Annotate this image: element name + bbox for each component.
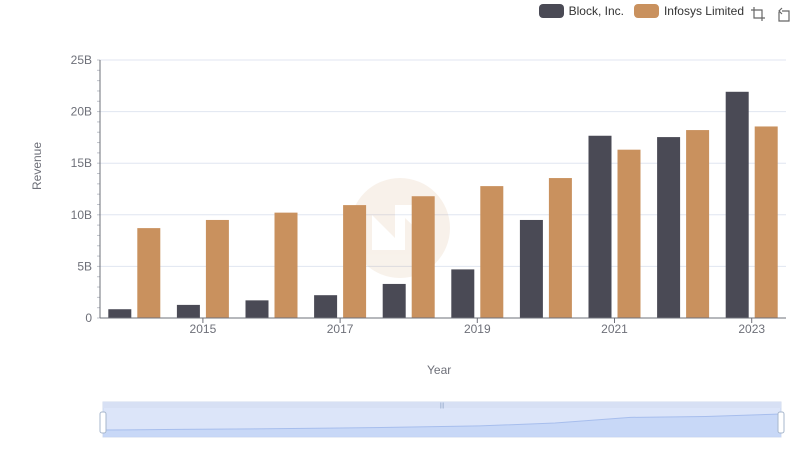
bar-block-2018 xyxy=(382,283,406,318)
bar-infosys-2021 xyxy=(617,149,641,318)
bar-infosys-2017 xyxy=(343,205,367,318)
bars-group xyxy=(108,91,778,318)
x-tick-label: 2015 xyxy=(190,322,217,336)
y-tick-label: 10B xyxy=(71,208,92,222)
bar-block-2016 xyxy=(245,300,269,318)
data-zoom-slider[interactable]: ||| xyxy=(99,401,785,438)
bar-block-2022 xyxy=(657,137,681,318)
bar-infosys-2023 xyxy=(754,126,778,318)
bar-infosys-2014 xyxy=(137,228,161,318)
zoom-move-handle xyxy=(103,402,781,408)
y-tick-label: 25B xyxy=(71,53,92,67)
bar-block-2014 xyxy=(108,309,132,318)
legend-label-block: Block, Inc. xyxy=(568,4,624,18)
bar-block-2021 xyxy=(588,135,612,318)
bar-block-2017 xyxy=(314,295,338,318)
x-tick-label: 2021 xyxy=(601,322,628,336)
legend-swatch-block xyxy=(538,4,564,18)
y-axis-title: Revenue xyxy=(30,141,44,190)
bar-block-2015 xyxy=(176,304,200,318)
legend-item-block[interactable]: Block, Inc. xyxy=(538,4,624,18)
x-tick-label: 2017 xyxy=(327,322,354,336)
y-tick-label: 0 xyxy=(85,311,92,325)
legend-item-infosys[interactable]: Infosys Limited xyxy=(633,4,744,18)
restore-icon[interactable] xyxy=(776,6,792,22)
bar-infosys-2020 xyxy=(548,178,572,318)
y-tick-label: 5B xyxy=(77,259,92,273)
y-tick-label: 15B xyxy=(71,156,92,170)
bar-infosys-2018 xyxy=(411,196,435,318)
bar-infosys-2016 xyxy=(274,212,298,318)
zoom-selected-range xyxy=(103,408,781,437)
legend: Block, Inc. Infosys Limited xyxy=(538,4,744,18)
zoom-icon[interactable] xyxy=(750,6,766,22)
legend-swatch-infosys xyxy=(633,4,659,18)
bar-block-2019 xyxy=(451,269,475,318)
zoom-handle-left[interactable] xyxy=(99,411,107,434)
x-tick-label: 2023 xyxy=(738,322,765,336)
x-axis-title: Year xyxy=(427,363,452,377)
zoom-grip-icon: ||| xyxy=(440,403,445,409)
zoom-handle-right[interactable] xyxy=(777,411,785,434)
toolbox xyxy=(750,6,792,22)
axes: 0 5B 10B 15B 20B 25B 2015 2017 2019 2021 2023 xyxy=(71,53,786,336)
bar-block-2020 xyxy=(519,219,543,318)
zoom-preview-area xyxy=(103,414,781,437)
x-tick-label: 2019 xyxy=(464,322,491,336)
bar-infosys-2022 xyxy=(686,130,710,318)
bar-infosys-2019 xyxy=(480,186,504,318)
bar-block-2023 xyxy=(725,91,749,318)
legend-label-infosys: Infosys Limited xyxy=(663,4,744,18)
bar-infosys-2015 xyxy=(205,219,229,318)
y-tick-label: 20B xyxy=(71,105,92,119)
zoom-preview-line xyxy=(102,413,782,431)
